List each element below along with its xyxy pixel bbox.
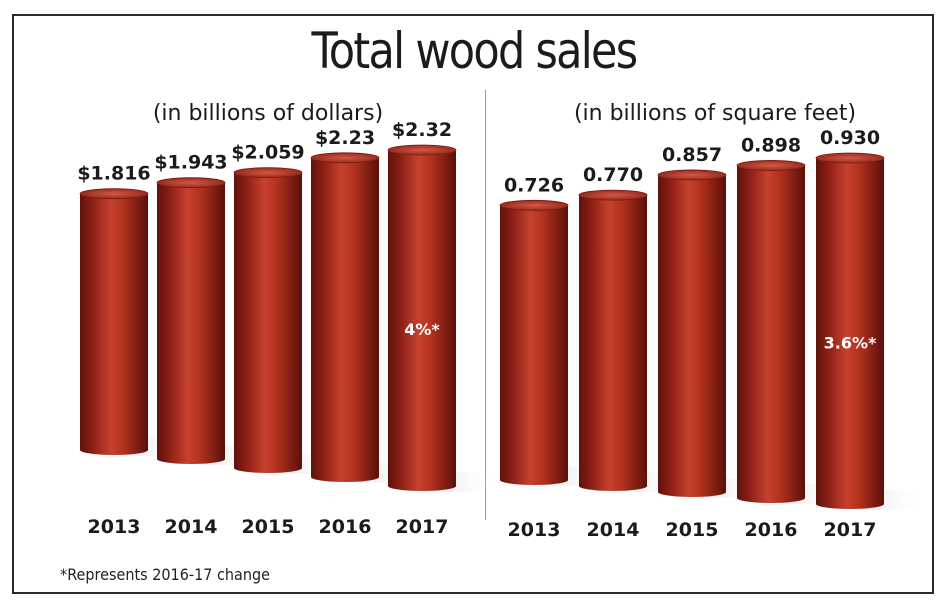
bar-cap	[657, 169, 727, 181]
value-label: $2.059	[231, 142, 304, 164]
value-label: 0.857	[662, 144, 722, 166]
year-label: 2017	[824, 519, 877, 541]
value-label: $2.23	[315, 127, 375, 149]
bar-2013	[500, 205, 568, 485]
bar-cap	[499, 199, 569, 211]
change-annotation: 4%*	[404, 320, 440, 339]
bar-cap	[310, 152, 380, 164]
bar-2014	[579, 195, 647, 491]
bar-2016	[737, 165, 805, 503]
value-label: $1.943	[154, 152, 227, 174]
chart-subtitle: (in billions of square feet)	[574, 101, 856, 126]
bar-cap	[233, 167, 303, 179]
year-label: 2017	[396, 516, 449, 538]
bar-2013	[80, 193, 148, 455]
year-label: 2013	[88, 516, 141, 538]
year-label: 2015	[666, 519, 719, 541]
value-label: $1.816	[77, 163, 150, 185]
bar-2016	[311, 157, 379, 482]
value-label: 0.726	[504, 174, 564, 196]
panel-divider	[485, 90, 486, 520]
year-label: 2015	[242, 516, 295, 538]
year-label: 2014	[587, 519, 640, 541]
bar-cap	[578, 189, 648, 201]
value-label: 0.930	[820, 127, 880, 149]
bar-2015	[234, 172, 302, 474]
footnote: *Represents 2016-17 change	[60, 565, 270, 584]
bar-2017	[816, 158, 884, 509]
value-label: 0.770	[583, 164, 643, 186]
year-label: 2016	[319, 516, 372, 538]
value-label: 0.898	[741, 134, 801, 156]
value-label: $2.32	[392, 119, 452, 141]
bar-cap	[815, 152, 885, 164]
chart-title: Total wood sales	[311, 22, 639, 80]
bar-cap	[79, 188, 149, 200]
bar-cap	[736, 160, 806, 171]
year-label: 2016	[745, 519, 798, 541]
bar-cap	[387, 144, 457, 156]
bar-2015	[658, 174, 726, 497]
year-label: 2014	[165, 516, 218, 538]
bar-2017	[388, 150, 456, 491]
change-annotation: 3.6%*	[824, 333, 877, 352]
year-label: 2013	[508, 519, 561, 541]
chart-subtitle: (in billions of dollars)	[153, 101, 383, 126]
bar-2014	[157, 182, 225, 464]
bar-cap	[156, 177, 226, 189]
